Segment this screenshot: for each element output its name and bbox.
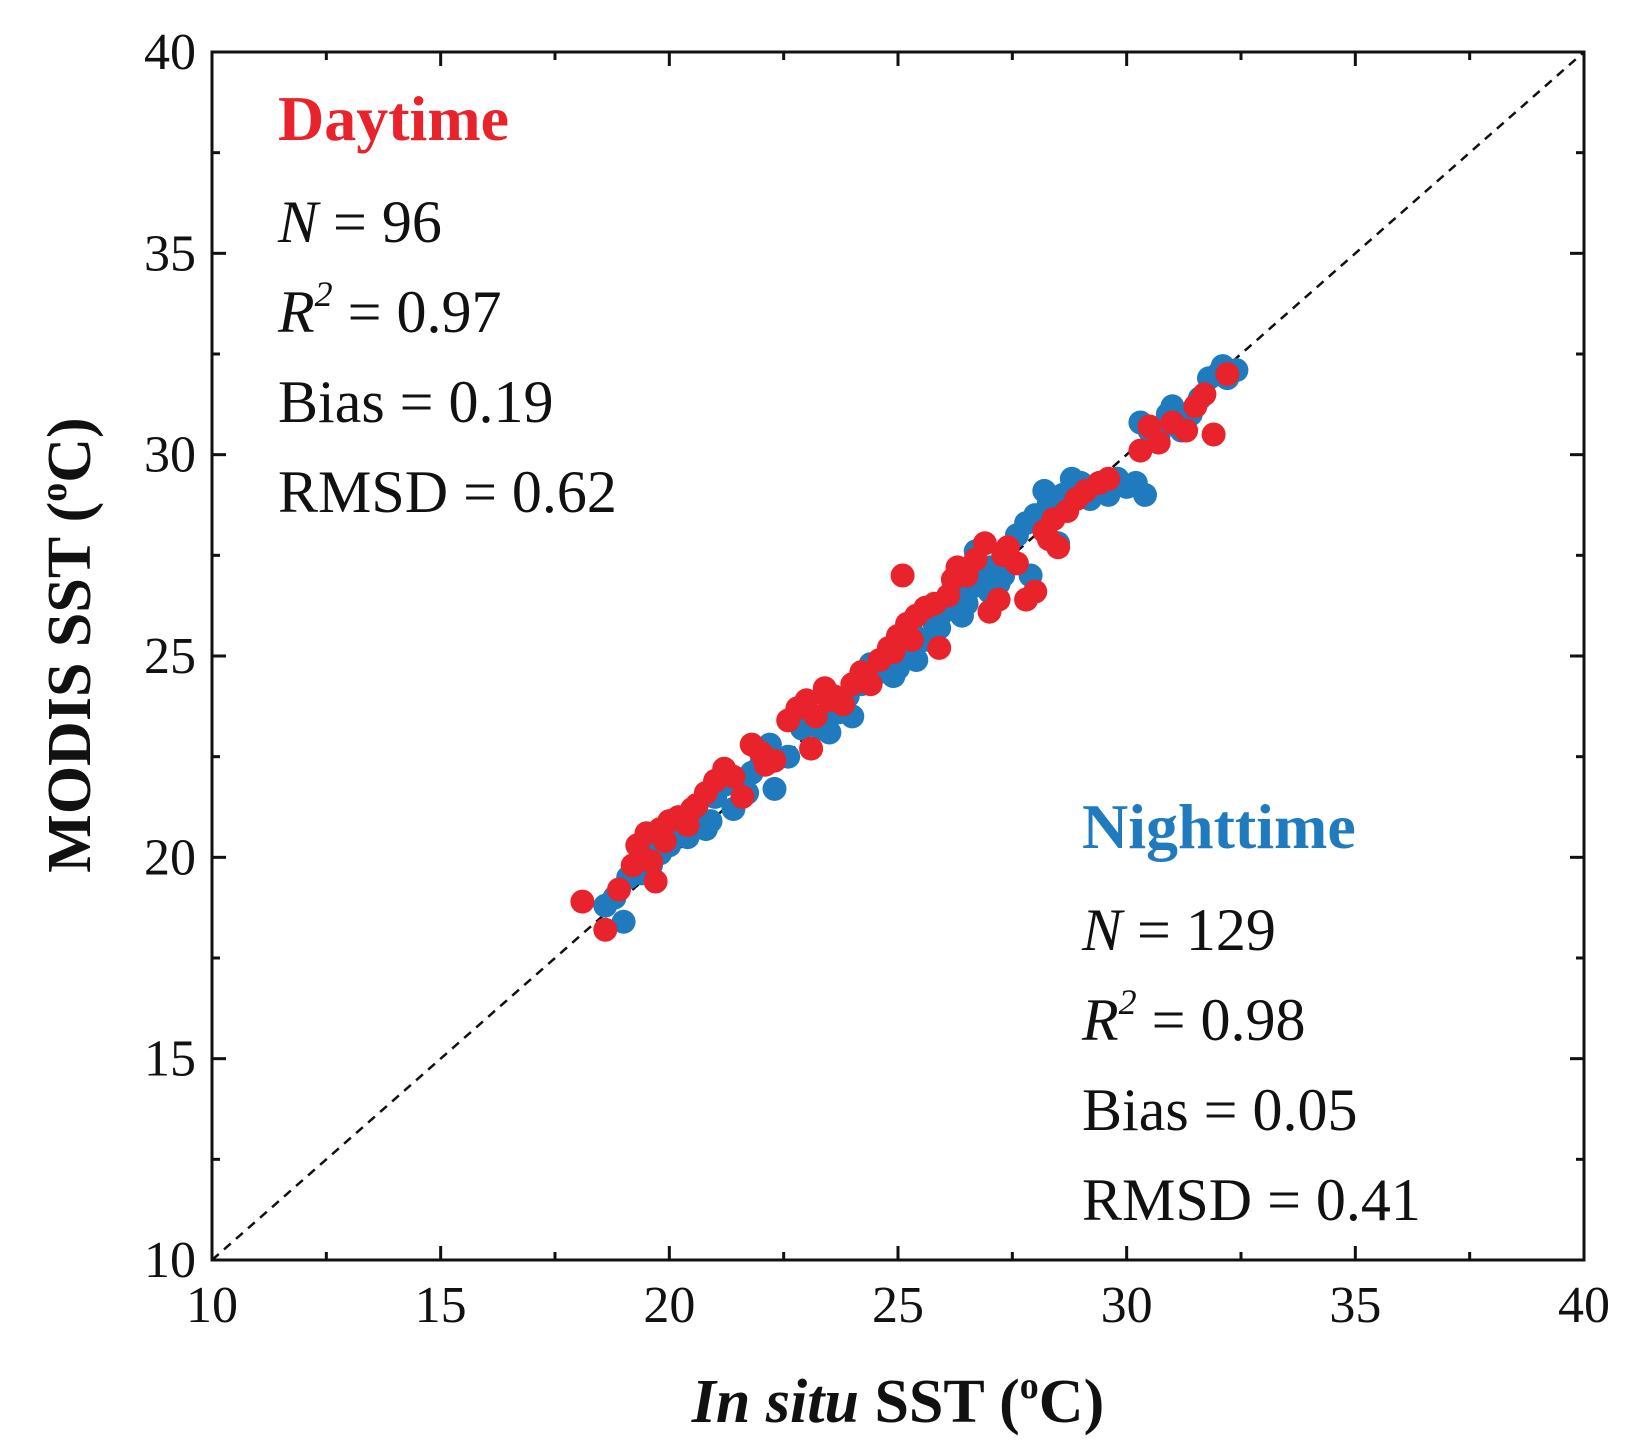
daytime-r2: R2 = 0.97: [277, 274, 502, 345]
daytime-rmsd: RMSD = 0.62: [278, 459, 617, 525]
daytime-title: Daytime: [278, 83, 509, 154]
daytime-n-var: N: [277, 189, 321, 255]
daytime-point: [570, 889, 595, 914]
daytime-point: [1096, 466, 1121, 491]
daytime-point: [1215, 362, 1240, 387]
daytime-r2-sup: 2: [315, 274, 333, 314]
daytime-point: [753, 752, 778, 777]
nighttime-n-var: N: [1081, 897, 1125, 963]
daytime-n-value: = 96: [318, 189, 442, 255]
nighttime-point: [904, 648, 929, 672]
daytime-point: [721, 764, 746, 789]
nighttime-point: [1133, 482, 1157, 507]
daytime-point: [1174, 418, 1199, 443]
daytime-point: [680, 797, 705, 821]
daytime-r2-var: R: [277, 279, 315, 345]
y-axis-title: MODIS SST (oC): [33, 417, 104, 872]
daytime-point: [593, 917, 618, 942]
daytime-point: [803, 704, 828, 729]
x-axis-title-italic: In situ: [691, 1368, 859, 1436]
x-axis-title-rest: SST (: [859, 1368, 1020, 1436]
x-tick-label: 10: [186, 1277, 238, 1334]
nighttime-r2-value: = 0.98: [1137, 987, 1306, 1053]
daytime-point: [652, 829, 677, 854]
daytime-bias: Bias = 0.19: [278, 369, 554, 435]
nighttime-r2-var: R: [1081, 987, 1119, 1053]
ticks-layer: 10 15 20 25 30 35 40 10 15 20 25 30 35 40: [144, 24, 1610, 1334]
daytime-point: [854, 664, 878, 689]
points-layer: [570, 354, 1249, 942]
daytime-series: [570, 362, 1240, 942]
nighttime-bias: Bias = 0.05: [1082, 1077, 1358, 1143]
nighttime-point: [954, 591, 979, 616]
nighttime-point: [611, 909, 636, 934]
y-tick-label: 40: [144, 24, 196, 81]
nighttime-point: [762, 776, 787, 801]
daytime-point: [1036, 527, 1061, 552]
daytime-point: [1192, 382, 1217, 407]
y-tick-label: 30: [144, 427, 196, 484]
daytime-point: [991, 543, 1016, 568]
daytime-point: [972, 531, 997, 556]
daytime-point: [730, 784, 755, 809]
y-tick-label: 20: [144, 829, 196, 886]
x-tick-label: 15: [415, 1277, 467, 1334]
x-axis-title: In situ SST (oC): [691, 1365, 1104, 1436]
daytime-stats: Daytime N = 96 R2 = 0.97 Bias = 0.19 RMS…: [277, 83, 617, 525]
daytime-point: [643, 869, 668, 894]
daytime-point: [899, 627, 924, 652]
x-tick-label: 25: [872, 1277, 924, 1334]
y-axis-title-sup: o: [33, 483, 75, 502]
daytime-point: [799, 736, 824, 761]
nighttime-point: [927, 615, 952, 640]
nighttime-r2-sup: 2: [1119, 982, 1137, 1022]
daytime-point: [986, 587, 1011, 612]
daytime-point: [1146, 430, 1171, 455]
nighttime-stats: Nighttime N = 129 R2 = 0.98 Bias = 0.05 …: [1081, 791, 1421, 1233]
y-tick-label: 25: [144, 628, 196, 685]
x-axis-title-sup: o: [1020, 1365, 1039, 1407]
x-tick-label: 40: [1558, 1277, 1610, 1334]
x-tick-label: 30: [1101, 1277, 1153, 1334]
daytime-point: [607, 877, 631, 902]
nighttime-rmsd: RMSD = 0.41: [1082, 1167, 1421, 1233]
nighttime-r2: R2 = 0.98: [1081, 982, 1306, 1053]
daytime-point: [1201, 422, 1226, 447]
y-tick-label: 15: [144, 1031, 196, 1088]
daytime-point: [817, 688, 842, 713]
daytime-point: [927, 635, 952, 660]
daytime-n: N = 96: [277, 189, 442, 255]
nighttime-n: N = 129: [1081, 897, 1276, 963]
daytime-point: [1023, 579, 1048, 604]
nighttime-n-value: = 129: [1122, 897, 1276, 963]
x-axis-title-end: C): [1039, 1368, 1104, 1436]
daytime-r2-value: = 0.97: [333, 279, 502, 345]
y-tick-label: 35: [144, 225, 196, 282]
y-tick-label: 10: [144, 1232, 196, 1289]
daytime-point: [940, 567, 965, 592]
daytime-point: [890, 563, 915, 588]
x-tick-label: 20: [643, 1277, 695, 1334]
x-tick-label: 35: [1329, 1277, 1381, 1334]
nighttime-title: Nighttime: [1082, 791, 1356, 862]
daytime-point: [1128, 438, 1153, 463]
y-axis-title-end: C): [36, 417, 104, 482]
daytime-point: [639, 849, 663, 874]
nighttime-point: [698, 809, 723, 834]
daytime-point: [881, 640, 906, 664]
y-axis-title-rest: MODIS SST (: [36, 502, 104, 873]
